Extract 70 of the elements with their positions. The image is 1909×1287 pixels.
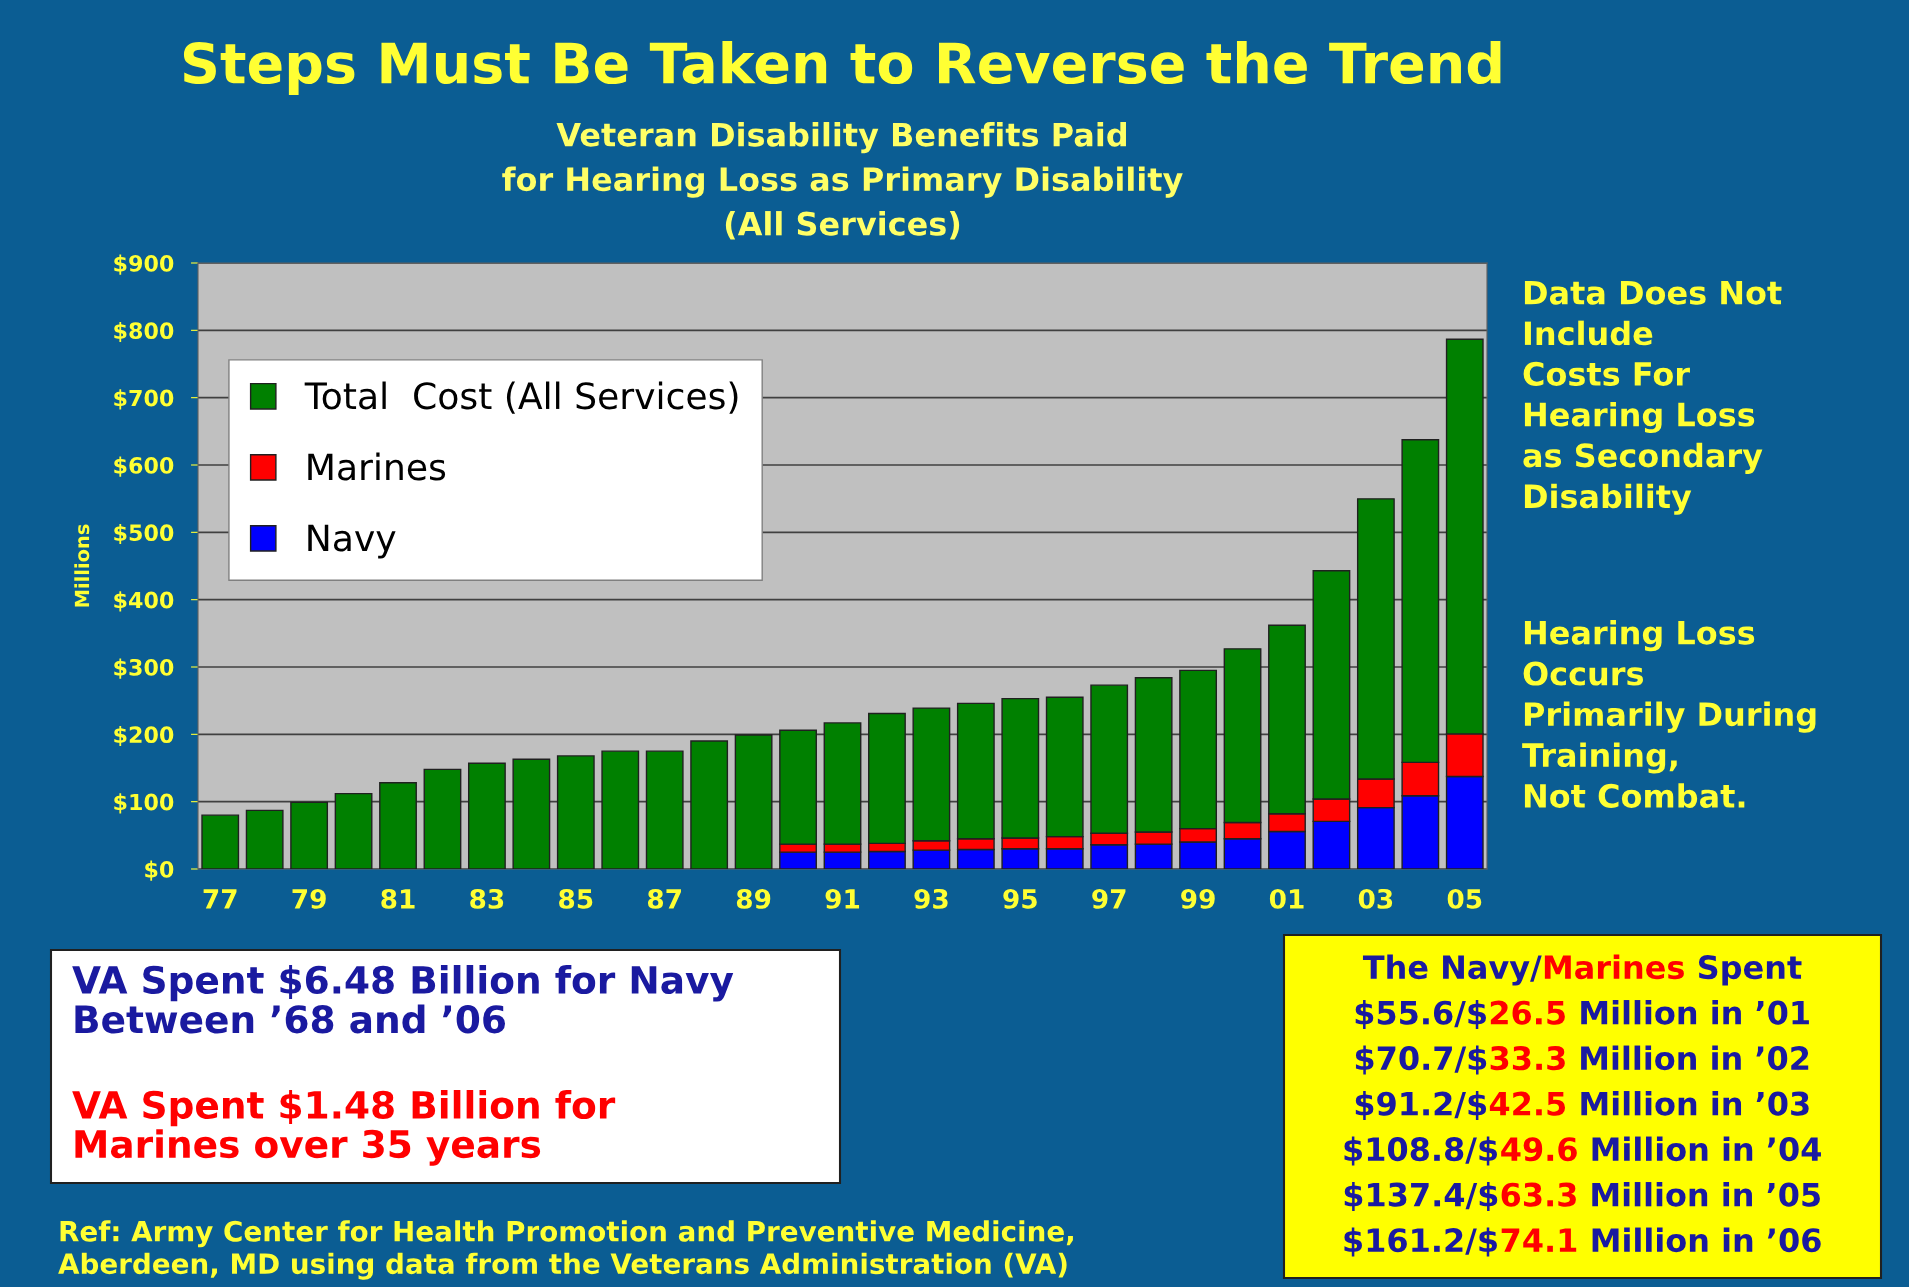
x-tick-label: 83 bbox=[470, 888, 504, 909]
y-tick-label: $400 bbox=[114, 591, 174, 612]
y-tick-label: $700 bbox=[114, 389, 174, 410]
y-tick-label: $600 bbox=[114, 456, 174, 477]
bar bbox=[512, 758, 551, 869]
text: $55.6/$ bbox=[1355, 1000, 1486, 1030]
x-tick-label: 93 bbox=[914, 888, 948, 909]
x-tick-label: 05 bbox=[1447, 888, 1482, 909]
text: $70.7/$ bbox=[1355, 1045, 1487, 1075]
y-tick-label: $300 bbox=[114, 658, 174, 679]
legend-label: Navy bbox=[308, 524, 396, 559]
text: 33.3 bbox=[1490, 1046, 1565, 1071]
x-tick-label: 01 bbox=[1269, 888, 1304, 909]
text: 74.1 bbox=[1501, 1228, 1577, 1252]
bar bbox=[334, 792, 373, 869]
x-tick-label: 03 bbox=[1358, 888, 1393, 909]
text: VA Spent $6.48 Billion for Navy Between ’68 and ’06 bbox=[72, 965, 734, 1034]
text: 26.5 bbox=[1490, 1000, 1565, 1025]
x-tick-label: 87 bbox=[647, 888, 681, 909]
text: Hearing Loss Occurs Primarily During Training, Not Combat. bbox=[1522, 620, 1816, 808]
y-tick-label: $800 bbox=[114, 321, 174, 343]
text: 42.5 bbox=[1489, 1091, 1566, 1116]
bar bbox=[379, 782, 417, 869]
legend-label: Marines bbox=[308, 452, 446, 481]
bar bbox=[290, 801, 329, 869]
bar bbox=[201, 814, 240, 869]
text: Million in ’03 bbox=[1581, 1091, 1809, 1116]
legend-label: Total Cost (All Services) bbox=[304, 381, 738, 414]
y-tick-label: $900 bbox=[114, 254, 174, 275]
bar bbox=[423, 768, 462, 869]
bar bbox=[645, 750, 684, 869]
text: Million in ’01 bbox=[1581, 1000, 1809, 1025]
text: Data Does Not Include Costs For Hearing Loss as Secondary Disability bbox=[1523, 280, 1782, 515]
bar bbox=[467, 762, 506, 869]
text: 63.3 bbox=[1501, 1182, 1576, 1207]
text: Million in ’02 bbox=[1581, 1045, 1809, 1071]
text: Spent bbox=[1698, 955, 1802, 986]
text: $108.8/$ bbox=[1344, 1136, 1497, 1166]
y-tick-label: $500 bbox=[114, 523, 174, 545]
bar bbox=[556, 755, 595, 869]
bar bbox=[734, 734, 773, 869]
y-tick-label: $0 bbox=[145, 860, 174, 881]
bar bbox=[601, 750, 640, 869]
x-tick-label: 81 bbox=[381, 888, 415, 909]
x-tick-label: 85 bbox=[559, 888, 593, 909]
x-tick-label: 99 bbox=[1181, 888, 1215, 909]
x-tick-label: 79 bbox=[292, 888, 326, 909]
text: 49.6 bbox=[1501, 1137, 1577, 1162]
text: Ref: Army Center for Health Promotion and Preventive Medicine, Aberdeen, MD using data from the Veterans Administration (VA) bbox=[58, 1220, 1073, 1280]
x-tick-label: 95 bbox=[1003, 888, 1037, 909]
x-tick-label: 91 bbox=[825, 888, 860, 909]
text: The Navy/ bbox=[1362, 954, 1542, 986]
x-tick-label: 89 bbox=[736, 888, 771, 909]
y-tick-label: $200 bbox=[114, 725, 174, 747]
text: Million in ’04 bbox=[1592, 1136, 1821, 1162]
chart-subtitle: Veteran Disability Benefits Paid for Hearing Loss as Primary Disability (All Services) bbox=[502, 122, 1183, 240]
bar bbox=[690, 740, 729, 869]
text: $91.2/$ bbox=[1355, 1091, 1487, 1121]
chart-title: Steps Must Be Taken to Reverse the Trend bbox=[183, 41, 1501, 95]
bar bbox=[245, 809, 284, 869]
x-tick-label: 77 bbox=[203, 889, 237, 909]
x-tick-label: 97 bbox=[1092, 888, 1126, 909]
text: Marines bbox=[1544, 954, 1684, 980]
text: Million in ’06 bbox=[1592, 1227, 1821, 1253]
y-tick-label: $100 bbox=[114, 793, 174, 814]
y-axis-title: Millions bbox=[74, 524, 90, 607]
text: $137.4/$ bbox=[1344, 1182, 1498, 1212]
text: VA Spent $1.48 Billion for Marines over 35 years bbox=[72, 1090, 616, 1166]
text: Million in ’05 bbox=[1592, 1182, 1820, 1207]
text: $161.2/$ bbox=[1344, 1227, 1497, 1257]
